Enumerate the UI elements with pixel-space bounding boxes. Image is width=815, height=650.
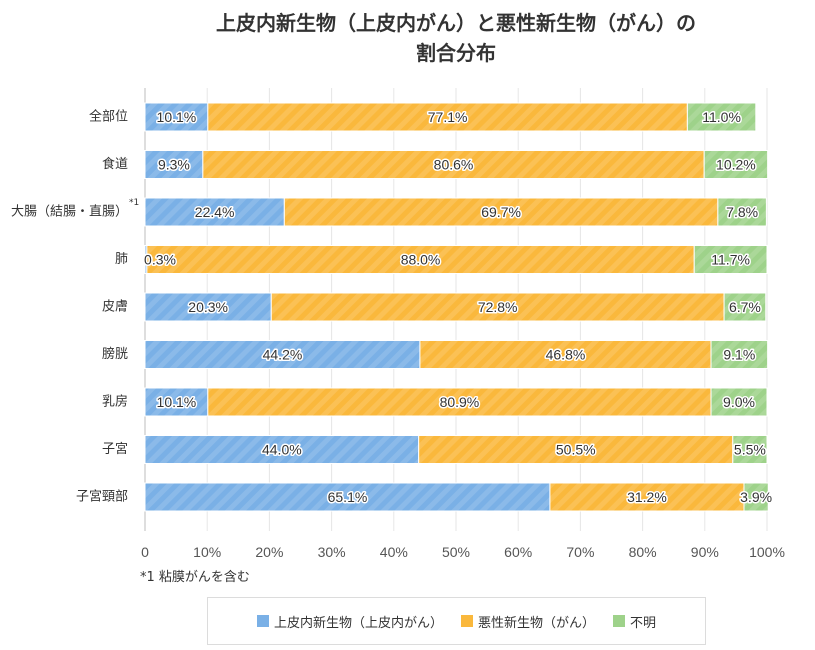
bar-segment <box>686 102 757 132</box>
x-tick-label: 0 <box>141 544 149 560</box>
data-label: 11.0% <box>702 109 741 125</box>
data-label: 22.4% <box>195 204 235 220</box>
bar-segment <box>144 292 272 322</box>
bars <box>144 102 769 512</box>
bar-segment <box>418 435 734 464</box>
category-label: 食道 <box>102 156 128 172</box>
bar-segment <box>693 245 768 274</box>
data-label: 46.8% <box>546 347 586 363</box>
legend-swatch <box>256 615 269 627</box>
category-label: 肺 <box>115 252 128 267</box>
bar-segment <box>743 482 769 512</box>
category-label: 膀胱 <box>102 346 128 362</box>
data-label: 0.3% <box>144 252 176 268</box>
data-labels: 10.1% 77.1% 11.0% 9.3% 80.6% 10.2% 22.4% 69.7% 7… <box>143 108 774 507</box>
footnote: *1 粘膜がんを含む <box>140 570 250 585</box>
data-label: 80.9% <box>440 394 480 410</box>
data-label: 50.5% <box>556 442 596 458</box>
bar-segment <box>144 102 209 132</box>
category-label: 全部位 <box>89 109 128 125</box>
legend-label: 不明 <box>630 615 657 631</box>
legend-swatch <box>613 615 625 627</box>
data-label: 3.9% <box>740 489 772 505</box>
data-label: 80.6% <box>434 157 474 173</box>
bar-segment <box>710 340 769 369</box>
data-label: 6.7% <box>729 299 761 315</box>
x-tick-label: 40% <box>380 544 408 560</box>
x-tick-label: 70% <box>566 544 594 560</box>
data-label: 77.1% <box>428 109 468 125</box>
chart-title: 上皮内新生物（上皮内がん）と悪性新生物（がん）の 割合分布 <box>216 11 696 65</box>
data-label: 88.0% <box>401 252 441 268</box>
x-tick-label: 10% <box>193 544 221 560</box>
data-label: 7.8% <box>726 204 758 220</box>
bar-segment <box>732 435 768 464</box>
data-label: 65.1% <box>328 489 368 505</box>
x-tick-label: 20% <box>255 544 283 560</box>
data-label: 5.5% <box>734 442 766 458</box>
bar-segment <box>144 197 285 227</box>
x-tick-label: 90% <box>691 544 719 560</box>
data-label: 9.3% <box>158 157 190 173</box>
x-tick-label: 50% <box>442 544 470 560</box>
legend-item: 上皮内新生物（上皮内がん） <box>256 612 443 631</box>
data-label: 44.0% <box>262 442 302 458</box>
data-label: 10.1% <box>157 109 197 125</box>
data-label: 11.7% <box>711 252 750 268</box>
bar-segment <box>146 245 695 274</box>
bar-segment <box>283 197 719 227</box>
category-note-superscript: *1 <box>129 198 139 208</box>
bar-segment <box>723 292 767 322</box>
data-label: 9.0% <box>723 394 755 410</box>
data-label: 69.7% <box>481 204 521 220</box>
bar-segment <box>710 387 768 417</box>
data-label: 20.3% <box>188 299 228 315</box>
data-label: 31.2% <box>627 489 667 505</box>
bar-segment <box>270 292 725 322</box>
x-tick-label: 100% <box>749 544 785 560</box>
bar-segment <box>419 340 712 369</box>
x-axis-ticks: 0 10% 20% 30% 40% 50% 60% 70% 80% 90% 100% <box>141 544 785 560</box>
legend-item: 不明 <box>613 612 656 631</box>
bar-segment <box>144 340 421 369</box>
legend-item: 悪性新生物（がん） <box>460 612 595 631</box>
x-tick-label: 80% <box>629 544 657 560</box>
data-label: 10.2% <box>716 157 756 173</box>
legend-label: 悪性新生物（がん） <box>477 615 595 631</box>
bar-segment <box>549 482 745 512</box>
bar-segment <box>207 387 712 417</box>
x-tick-label: 30% <box>318 544 346 560</box>
category-label: 子宮 <box>102 441 128 457</box>
data-label: 9.1% <box>723 347 755 363</box>
category-label: 子宮頸部 <box>76 489 128 505</box>
bar-segment <box>144 387 209 417</box>
bar-segment <box>703 150 769 179</box>
bar-segment <box>207 102 688 132</box>
data-label: 72.8% <box>478 299 518 315</box>
category-label: 大腸（結腸・直腸） <box>11 205 128 220</box>
legend: 上皮内新生物（上皮内がん） 悪性新生物（がん） 不明 <box>207 597 706 645</box>
category-label: 乳房 <box>102 394 128 410</box>
bar-segment <box>717 197 767 227</box>
legend-label: 上皮内新生物（上皮内がん） <box>273 615 443 631</box>
category-label: 皮膚 <box>102 299 128 315</box>
legend-swatch <box>460 615 473 627</box>
data-label: 10.1% <box>157 394 197 410</box>
bar-segment <box>144 482 551 512</box>
x-tick-label: 60% <box>504 544 532 560</box>
data-label: 44.2% <box>263 347 303 363</box>
